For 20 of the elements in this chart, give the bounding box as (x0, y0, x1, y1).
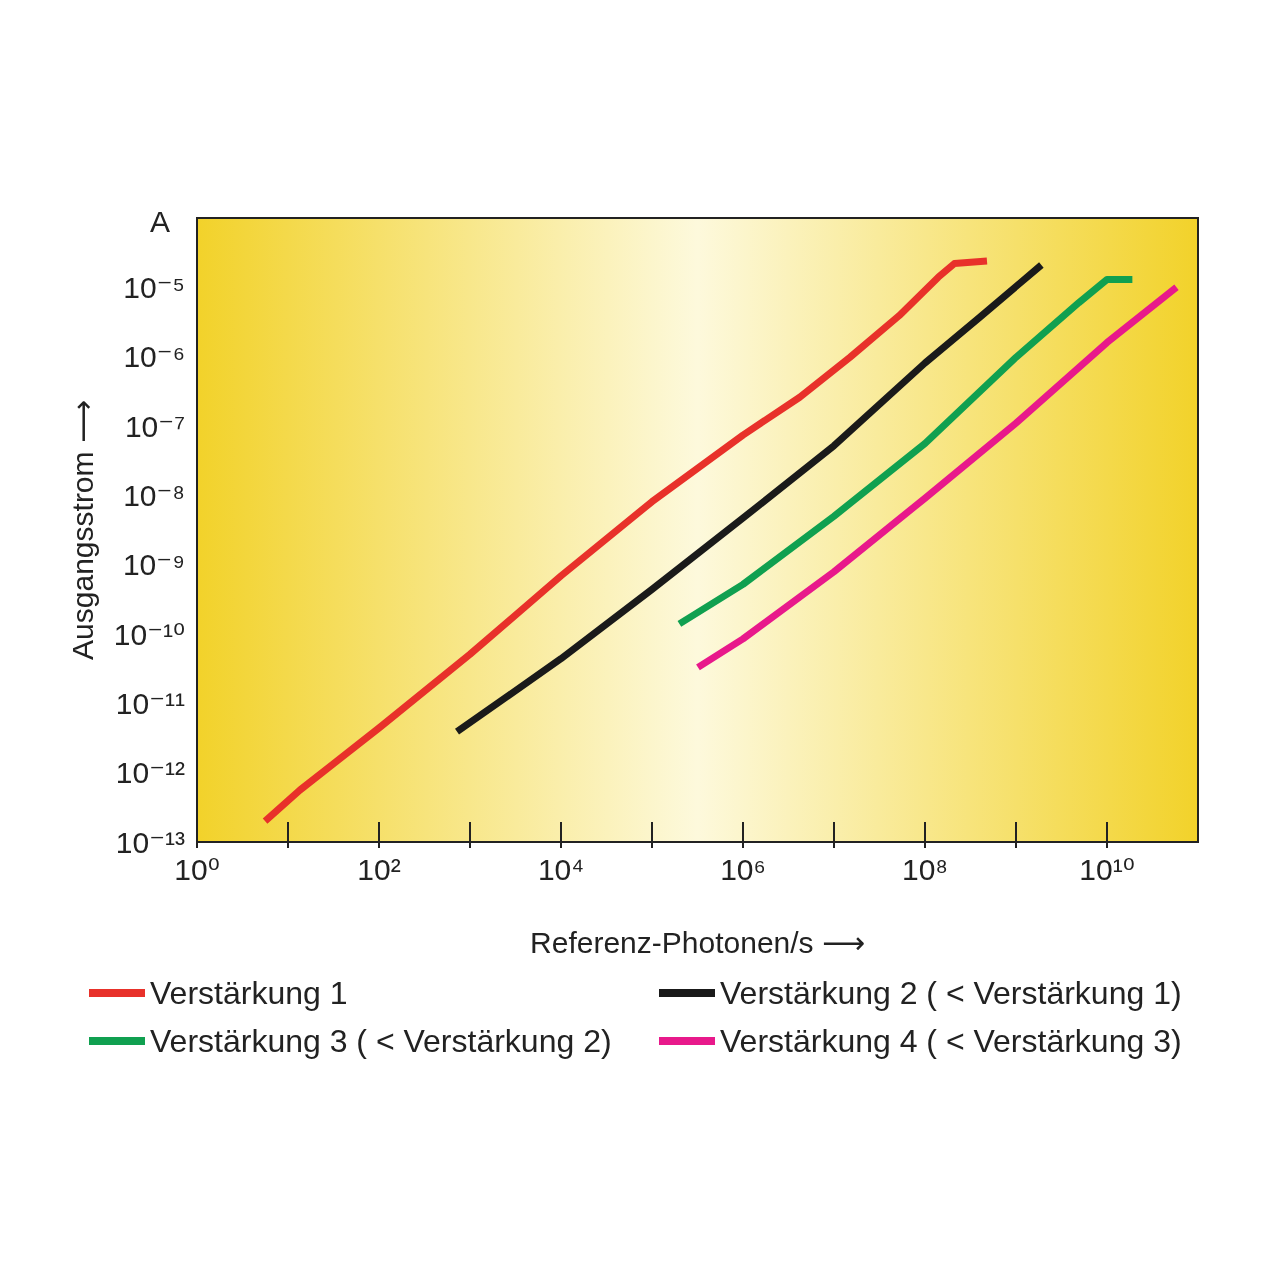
legend-label: Verstärkung 4 ( < Verstärkung 3) (720, 1023, 1182, 1059)
y-tick-label: 10⁻¹² (115, 756, 186, 790)
y-tick-label: 10⁻¹⁰ (113, 617, 185, 651)
y-tick-label: 10⁻⁷ (124, 409, 185, 443)
x-tick-label: 10⁶ (720, 852, 766, 886)
legend-label: Verstärkung 2 ( < Verstärkung 1) (720, 975, 1182, 1011)
y-tick-label: 10⁻⁸ (123, 478, 185, 512)
y-tick-label: 10⁻⁵ (123, 270, 185, 304)
x-tick-label: 10² (357, 852, 401, 886)
text: A (150, 204, 171, 238)
x-tick-label: 10¹⁰ (1079, 852, 1135, 886)
y-tick-label: 10⁻¹¹ (115, 686, 186, 720)
legend-label: Verstärkung 3 ( < Verstärkung 2) (150, 1023, 612, 1059)
x-tick-label: 10⁸ (901, 852, 949, 886)
x-tick-label: 10⁴ (537, 852, 585, 886)
y-tick-label: 10⁻⁶ (123, 340, 185, 374)
y-axis-title: Ausgangsstrom ⟶ (65, 400, 99, 660)
y-tick-label: 10⁻⁹ (122, 548, 185, 582)
legend-label: Verstärkung 1 (150, 975, 348, 1011)
x-axis-title: Referenz-Photonen/s ⟶ (530, 925, 865, 959)
